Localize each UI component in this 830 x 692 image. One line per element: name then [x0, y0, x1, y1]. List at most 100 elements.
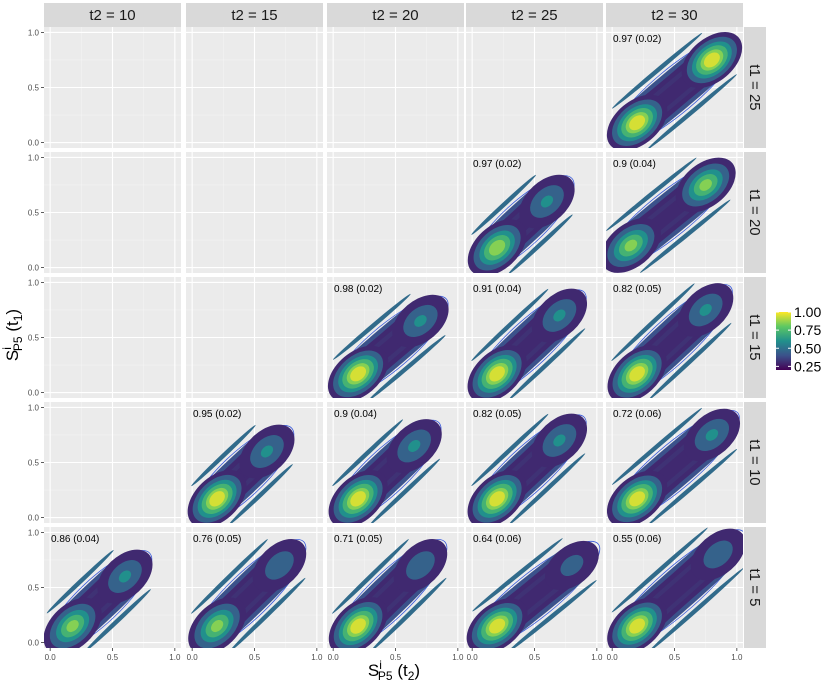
panel-annotation: 0.72 (0.06) — [613, 409, 661, 420]
strip-right — [744, 277, 766, 398]
x-axis-title: Si P5 (t2) — [368, 658, 420, 683]
panel-annotation: 0.82 (0.05) — [613, 284, 661, 295]
contour-level — [560, 554, 584, 577]
y-tick-label: 0.5 — [28, 584, 40, 593]
contour-outline — [609, 529, 743, 648]
y-tick-label: 1.0 — [28, 28, 40, 37]
panel-annotation: 0.97 (0.02) — [613, 34, 661, 45]
contour-level — [66, 620, 79, 633]
contour-level — [350, 366, 367, 382]
contour-level — [540, 195, 554, 208]
strip-top-label: t2 = 15 — [231, 7, 277, 24]
contour-stripe — [611, 164, 703, 238]
panel-heatmap — [467, 288, 588, 398]
strip-right-label: t1 = 15 — [746, 314, 763, 360]
contour-stripe — [471, 413, 549, 486]
contour-stripe — [471, 288, 549, 361]
panel-heatmap — [44, 549, 153, 648]
contour-level — [629, 491, 646, 507]
panel-annotation: 0.9 (0.04) — [334, 409, 377, 420]
strip-right — [744, 402, 766, 523]
strip-right — [744, 27, 766, 148]
y-axis-title: SiP5 (t1) — [0, 309, 25, 361]
contour-stripe — [648, 322, 732, 398]
x-tick-label: 0.0 — [187, 653, 199, 662]
x-tick-label: 0.5 — [669, 653, 681, 662]
contour-level — [629, 115, 646, 131]
contour-stripe — [508, 214, 573, 273]
contour-stripe — [611, 527, 708, 613]
contour-level — [553, 309, 566, 322]
contour-outline — [331, 539, 448, 648]
panel-heatmap — [187, 424, 295, 523]
strip-top-label: t2 = 20 — [372, 7, 418, 24]
y-tick-label: 0.5 — [28, 459, 40, 468]
panel-annotation: 0.91 (0.04) — [473, 284, 521, 295]
contour-outline — [190, 539, 307, 648]
contour-stripe — [611, 283, 695, 361]
contour-level — [703, 52, 720, 68]
contour-level — [629, 366, 645, 382]
contour-stripe — [332, 293, 411, 360]
panel-heatmap — [467, 413, 588, 523]
contour-level — [260, 445, 274, 458]
contour-level — [350, 618, 366, 634]
panel-annotation: 0.97 (0.02) — [473, 159, 521, 170]
contour-stripe — [332, 539, 409, 614]
strip-right — [744, 152, 766, 273]
y-tick-label: 1.0 — [28, 528, 40, 537]
contour-stripe — [228, 464, 293, 523]
panel-heatmap — [467, 174, 575, 273]
strip-top — [606, 3, 743, 27]
x-tick-label: 0.5 — [390, 653, 402, 662]
strip-top-label: t2 = 25 — [511, 7, 557, 24]
contour-stripe — [471, 174, 536, 235]
strip-right-label: t1 = 10 — [746, 439, 763, 485]
y-tick-label: 1.0 — [28, 278, 40, 287]
x-tick-label: 0.5 — [249, 653, 261, 662]
contour-stripe — [611, 407, 702, 485]
contour-level — [489, 239, 506, 256]
contour-stripe — [472, 538, 563, 612]
x-tick-label: 0.5 — [529, 653, 541, 662]
panel-annotation: 0.86 (0.04) — [51, 534, 99, 545]
contour-level — [703, 540, 733, 569]
contour-level — [699, 179, 712, 191]
contour-level — [489, 366, 505, 382]
contour-stripe — [508, 453, 586, 523]
x-tick-label: 1.0 — [311, 653, 323, 662]
panel-heatmap — [606, 31, 743, 148]
y-tick-label: 0.5 — [28, 334, 40, 343]
panel-heatmap — [606, 407, 741, 523]
y-tick-label: 0.0 — [28, 514, 40, 523]
contour-stripe — [367, 335, 446, 398]
contour-stripe — [332, 419, 403, 487]
legend-colorbar — [776, 312, 791, 370]
contour-level — [209, 491, 225, 507]
contour-stripe — [647, 448, 738, 523]
panel-annotation: 0.64 (0.06) — [473, 534, 521, 545]
x-tick-label: 1.0 — [731, 653, 743, 662]
panel-heatmap — [327, 293, 449, 398]
strip-top-label: t2 = 10 — [89, 7, 135, 24]
y-tick-label: 0.5 — [28, 84, 40, 93]
panel-annotation: 0.98 (0.02) — [334, 284, 382, 295]
y-tick-label: 0.0 — [28, 639, 40, 648]
y-tick-label: 0.0 — [28, 139, 40, 148]
contour-stripe — [191, 424, 256, 487]
contour-stripe — [634, 192, 725, 266]
strip-top — [327, 3, 464, 27]
contour-level — [629, 618, 645, 634]
x-tick-label: 0.0 — [467, 653, 479, 662]
x-tick-label: 1.0 — [452, 653, 464, 662]
contour-level — [118, 570, 132, 583]
x-tick-label: 1.0 — [591, 653, 603, 662]
contour-stripe — [617, 534, 714, 620]
y-tick-label: 0.0 — [28, 389, 40, 398]
x-tick-label: 1.0 — [169, 653, 181, 662]
panel-heatmap — [466, 538, 601, 648]
contour-stripe — [46, 549, 114, 614]
panel-annotation: 0.71 (0.05) — [334, 534, 382, 545]
panel-annotation: 0.76 (0.05) — [193, 534, 241, 545]
panel-heatmap — [607, 527, 743, 648]
